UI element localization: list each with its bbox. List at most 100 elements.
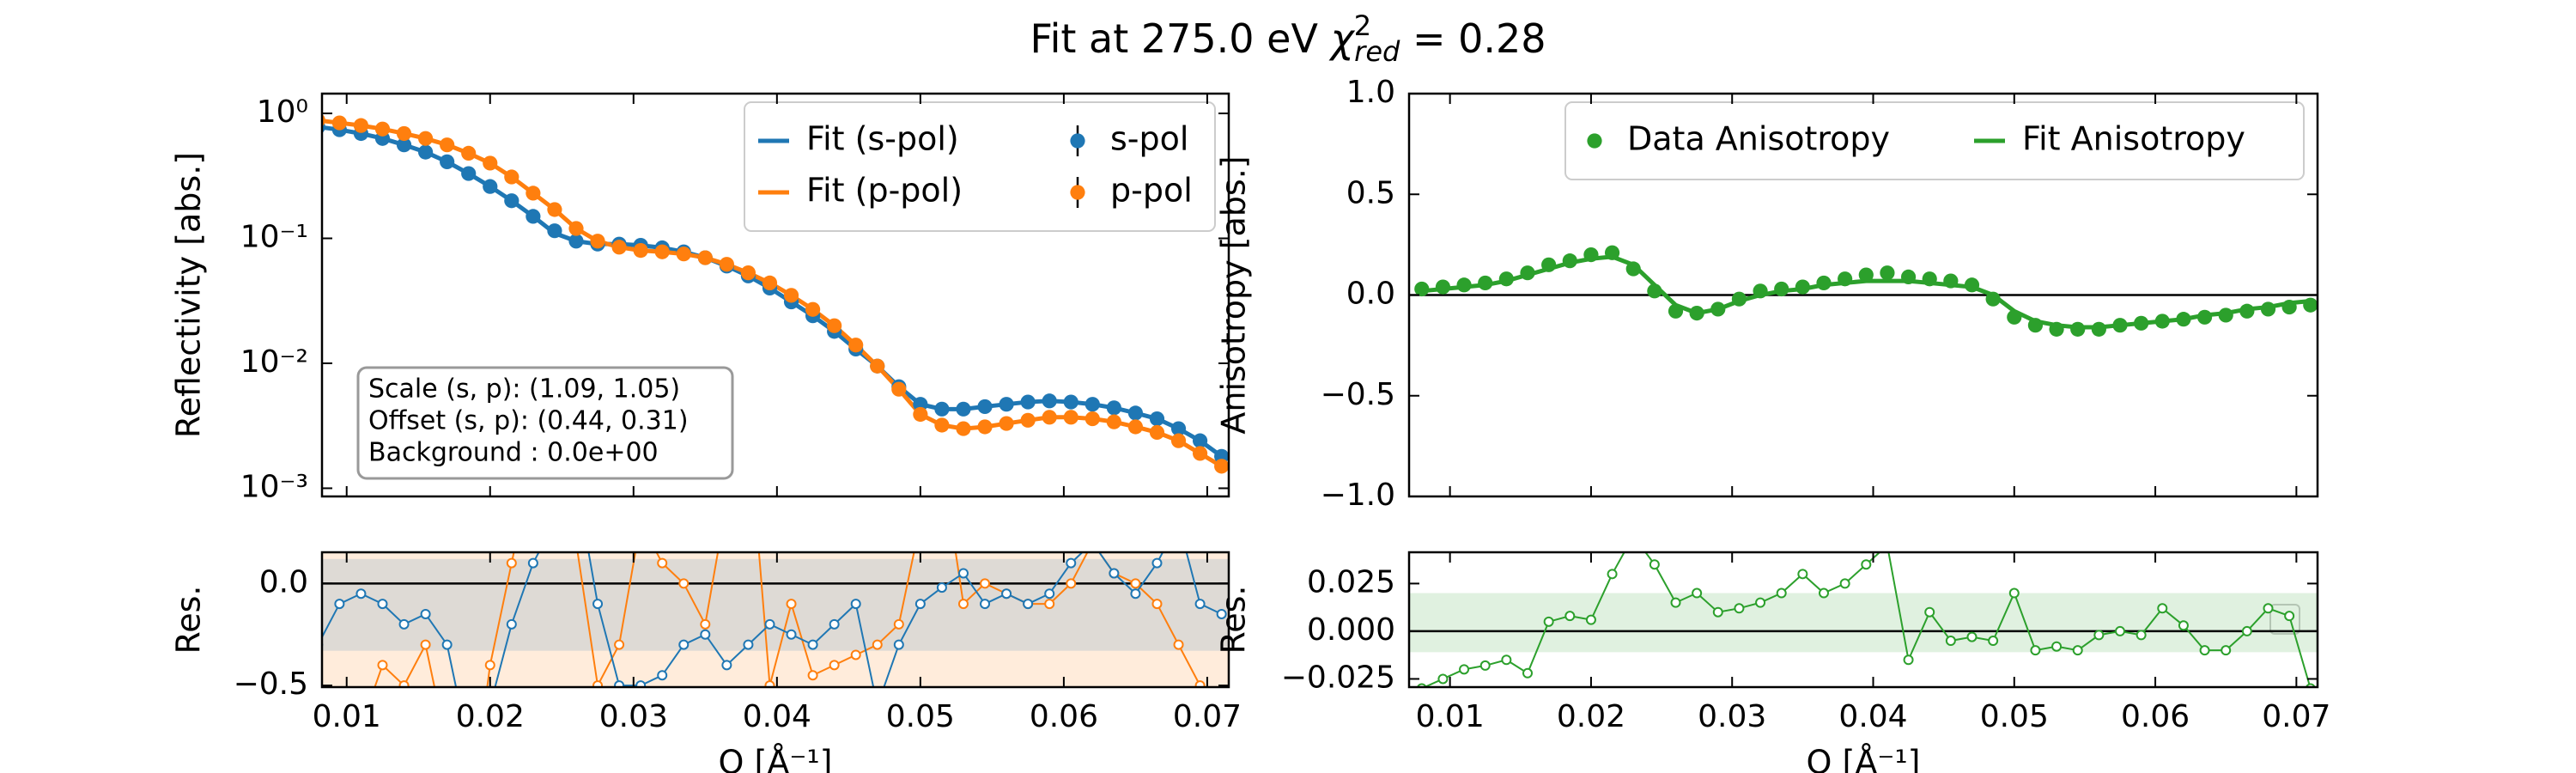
residual-point — [1755, 597, 1766, 608]
residual-point — [1945, 636, 1956, 647]
residual-point — [1966, 631, 1978, 642]
residual-point — [2008, 587, 2020, 599]
residual-point — [334, 599, 345, 610]
data-point — [999, 397, 1014, 412]
x-axis-label: Q [Å⁻¹] — [719, 744, 833, 773]
residual-point — [744, 416, 752, 424]
residual-point — [506, 557, 517, 569]
residual-point — [980, 599, 991, 610]
residual-point — [957, 568, 969, 579]
residual-point — [764, 618, 775, 630]
residual-point — [592, 599, 604, 610]
data-point — [633, 243, 648, 259]
data-point — [1149, 411, 1165, 427]
data-point — [1149, 424, 1165, 441]
residual-point — [786, 629, 797, 640]
x-axis-label: Q [Å⁻¹] — [1807, 744, 1921, 773]
residual-point — [1607, 569, 1618, 580]
residual-point — [1988, 636, 1999, 647]
residual-point — [1216, 608, 1227, 619]
residual-point — [678, 578, 690, 589]
data-point — [1042, 393, 1057, 409]
residual-point — [1001, 588, 1012, 600]
axes-frame — [1407, 92, 2319, 498]
data-point — [827, 318, 842, 333]
residual-point — [893, 639, 904, 650]
residual-point — [398, 618, 410, 630]
y-tick-label: 0.5 — [1346, 175, 1395, 210]
residual-point — [2115, 625, 2125, 636]
legend-box — [1564, 101, 2305, 180]
residual-point — [873, 702, 882, 710]
data-point — [891, 381, 907, 397]
data-point — [934, 417, 950, 433]
residual-point — [1883, 541, 1892, 550]
residual-point — [1585, 614, 1596, 625]
data-point — [1020, 394, 1036, 410]
data-point — [322, 113, 325, 127]
residual-point — [850, 649, 861, 660]
x-tick-label: 0.07 — [1173, 699, 1242, 734]
data-point — [1020, 412, 1036, 428]
residual-point — [1903, 654, 1914, 666]
title-subscript: red — [1354, 35, 1400, 68]
x-tick-label: 0.02 — [456, 699, 525, 734]
y-tick-label: 0.025 — [1307, 564, 1395, 600]
residual-point — [1501, 654, 1512, 666]
data-point — [783, 288, 799, 303]
data-point — [977, 399, 993, 415]
data-point — [440, 137, 455, 153]
data-point — [1214, 459, 1229, 474]
data-point — [956, 401, 971, 417]
x-tick-label: 0.06 — [1030, 699, 1098, 734]
x-tick-label: 0.04 — [743, 699, 811, 734]
residual-point — [1924, 606, 1935, 618]
residual-point — [506, 618, 517, 630]
data-point — [1084, 397, 1100, 412]
residual-point — [1479, 660, 1491, 671]
residual-point — [657, 670, 668, 681]
data-point — [374, 121, 391, 137]
legend-marker — [1587, 133, 1602, 149]
residual-point — [1109, 568, 1120, 579]
legend-label: Fit (s-pol) — [806, 120, 959, 158]
residual-point — [1437, 673, 1449, 685]
y-tick-label: 10⁰ — [257, 94, 308, 130]
parameter-text: Scale (s, p): (1.09, 1.05) — [368, 374, 680, 405]
y-tick-label: −1.0 — [1321, 478, 1395, 513]
plot-area — [1409, 541, 2318, 687]
y-axis-label: Reflectivity [abs.] — [170, 152, 208, 438]
residual-point — [1839, 578, 1850, 589]
residual-point — [786, 599, 797, 610]
y-tick-label: −0.5 — [1321, 377, 1395, 412]
residual-point — [1088, 539, 1097, 547]
residual-point — [592, 680, 604, 687]
parameter-box — [356, 366, 734, 480]
data-point — [956, 421, 971, 436]
residual-point — [1151, 599, 1163, 610]
residual-point — [2241, 625, 2252, 636]
data-point — [590, 234, 605, 249]
residual-point — [1044, 588, 1055, 600]
data-point — [568, 234, 584, 249]
residual-point — [721, 660, 732, 671]
x-tick-label: 0.01 — [313, 699, 381, 734]
data-point — [805, 301, 821, 317]
residual-point — [2284, 611, 2295, 622]
residual-point — [743, 639, 754, 650]
residual-point — [2051, 641, 2063, 652]
residual-point — [916, 518, 925, 526]
y-tick-label: 0.000 — [1307, 612, 1395, 648]
residual-point — [1692, 587, 1703, 599]
data-point — [547, 223, 562, 239]
residual-point — [1088, 539, 1097, 547]
data-point — [461, 166, 477, 181]
data-point — [547, 202, 562, 217]
uncertainty-band — [322, 558, 1229, 651]
residual-point — [2178, 620, 2189, 631]
data-point — [396, 137, 412, 153]
x-tick-label: 0.01 — [1416, 699, 1485, 734]
data-point — [934, 401, 950, 417]
data-point — [697, 250, 713, 265]
